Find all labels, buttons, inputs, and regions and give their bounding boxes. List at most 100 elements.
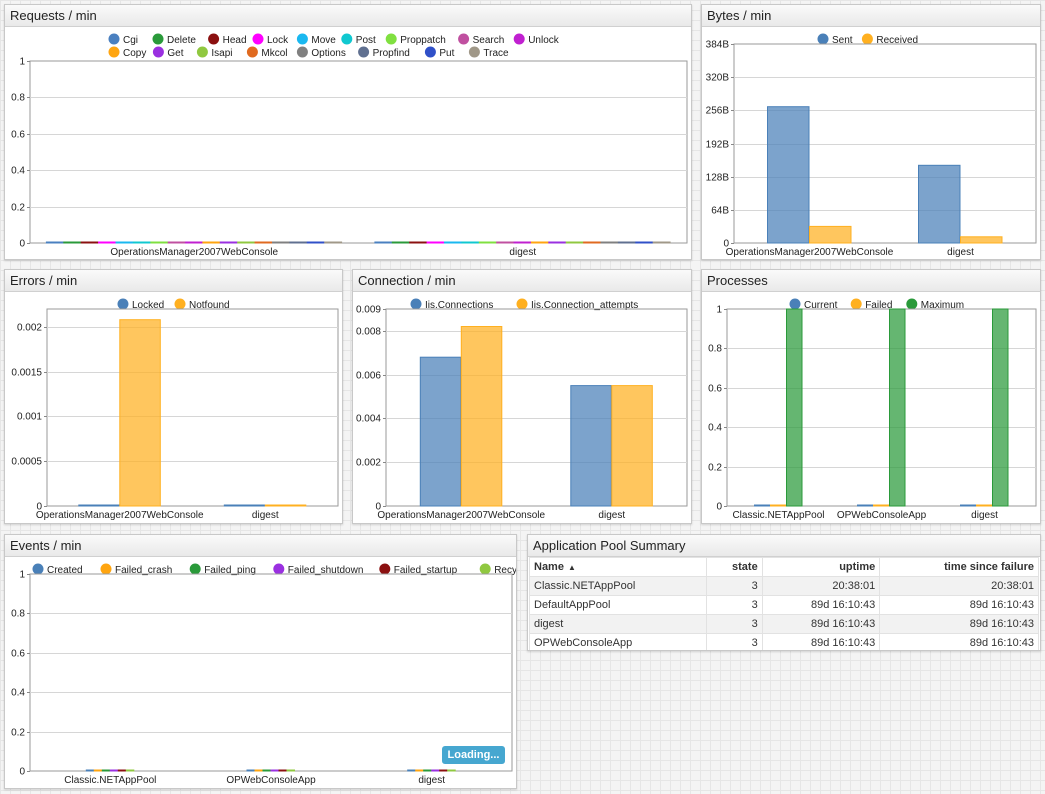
- column-header-name[interactable]: Name ▲: [528, 557, 708, 577]
- y-tick-label: 0.002: [356, 458, 381, 469]
- bar-failed-startup-opwebconsoleapp: [278, 769, 287, 772]
- legend-label-search: Search: [473, 35, 505, 46]
- legend-label-options: Options: [311, 48, 345, 59]
- bar-mkcol-digest: [583, 241, 601, 244]
- column-header-uptime[interactable]: uptime: [761, 557, 881, 577]
- bar-mkcol-operationsmanager2007webconsole: [254, 241, 273, 244]
- table-header-row: Name ▲ state uptime time since failure: [528, 557, 1039, 577]
- legend-item-put: Put: [424, 46, 455, 59]
- legend-label-trace: Trace: [483, 48, 509, 59]
- x-tick-label: digest: [418, 775, 445, 786]
- x-tick-label: digest: [971, 510, 998, 521]
- pool-name-cell: digest: [528, 614, 708, 634]
- x-tick-label: OperationsManager2007WebConsole: [377, 510, 545, 521]
- bar-failed-crash-opwebconsoleapp: [254, 769, 263, 772]
- bar-delete-digest: [391, 241, 410, 244]
- bar-notfound-operationsmanager2007webconsole: [119, 319, 161, 507]
- bar-failed-crash-classic-netapppool: [93, 769, 103, 772]
- legend-label-failed-shutdown: Failed_shutdown: [288, 565, 364, 576]
- legend-swatch-current: [789, 298, 801, 310]
- legend-item-recycled: Recycled: [479, 563, 516, 576]
- legend-label-cgi: Cgi: [123, 35, 138, 46]
- column-header-time-since-failure[interactable]: time since failure: [879, 557, 1039, 577]
- legend-item-lock: Lock: [252, 33, 289, 46]
- pool-uptime-cell: 89d 16:10:43: [761, 614, 881, 634]
- legend-label-lock: Lock: [267, 35, 289, 46]
- bar-lock-operationsmanager2007webconsole: [98, 241, 116, 244]
- legend-item-sent: Sent: [817, 33, 853, 46]
- bar-iis-connection-attempts-digest: [611, 385, 653, 507]
- bar-lock-digest: [426, 241, 445, 244]
- legend-swatch-isapi: [196, 46, 208, 58]
- bar-get-operationsmanager2007webconsole: [219, 241, 238, 244]
- bar-options-digest: [600, 241, 619, 244]
- x-tick-label: digest: [947, 247, 974, 258]
- bar-options-operationsmanager2007webconsole: [272, 241, 290, 244]
- legend-swatch-mkcol: [246, 46, 258, 58]
- bar-unlock-operationsmanager2007webconsole: [185, 241, 204, 244]
- legend-label-move: Move: [311, 35, 336, 46]
- legend-item-failed: Failed: [850, 298, 892, 311]
- y-tick-label: 0.002: [17, 323, 42, 334]
- pool-uptime-cell: 89d 16:10:43: [761, 633, 881, 650]
- pool-since-failure-cell: 89d 16:10:43: [879, 614, 1039, 634]
- legend-swatch-failed: [850, 298, 862, 310]
- table-row: DefaultAppPool 3 89d 16:10:43 89d 16:10:…: [528, 595, 1039, 615]
- x-tick-label: Classic.NETAppPool: [732, 510, 824, 521]
- bar-failed-crash-digest: [415, 769, 424, 772]
- bar-failed-ping-classic-netapppool: [101, 769, 111, 772]
- connection-title: Connection / min: [353, 270, 691, 292]
- bar-failed-opwebconsoleapp: [873, 504, 890, 507]
- processes-widget: Processes Current Failed Maximum 0 0.2 0.4 0.6…: [701, 269, 1041, 524]
- legend-item-move: Move: [296, 33, 336, 46]
- y-tick-label: 0.6: [11, 130, 25, 141]
- legend-swatch-iis-connection-attempts: [516, 298, 528, 310]
- legend-label-copy: Copy: [123, 48, 146, 59]
- legend-item-locked: Locked: [117, 298, 164, 311]
- y-tick-label: 0.6: [11, 649, 25, 660]
- legend-label-post: Post: [356, 35, 376, 46]
- bar-search-operationsmanager2007webconsole: [167, 241, 186, 244]
- bar-isapi-digest: [565, 241, 584, 244]
- bar-recycled-opwebconsoleapp: [286, 769, 295, 772]
- bar-recycled-classic-netapppool: [125, 769, 135, 772]
- legend-item-delete: Delete: [152, 33, 196, 46]
- legend-swatch-created: [32, 563, 44, 575]
- processes-title: Processes: [702, 270, 1040, 292]
- bar-failed-classic-netapppool: [770, 504, 787, 507]
- pool-summary-title: Application Pool Summary: [528, 535, 1040, 557]
- legend-label-created: Created: [47, 565, 83, 576]
- bar-copy-digest: [530, 241, 549, 244]
- legend-swatch-locked: [117, 298, 129, 310]
- events-widget: Events / min Created Failed_crash Failed_p…: [4, 534, 517, 789]
- legend-item-propfind: Propfind: [358, 46, 410, 59]
- pool-state-cell: 3: [706, 576, 763, 596]
- table-row: Classic.NETAppPool 3 20:38:01 20:38:01: [528, 576, 1039, 596]
- y-tick-label: 0.006: [356, 371, 381, 382]
- legend-label-proppatch: Proppatch: [400, 35, 446, 46]
- legend-item-isapi: Isapi: [196, 46, 233, 59]
- y-tick-label: 0.2: [11, 728, 25, 739]
- x-tick-label: OPWebConsoleApp: [226, 775, 316, 786]
- bar-isapi-operationsmanager2007webconsole: [237, 241, 256, 244]
- legend-swatch-propfind: [358, 46, 370, 58]
- column-header-name-label: Name: [534, 561, 564, 573]
- loading-button[interactable]: Loading...: [442, 746, 505, 764]
- x-tick-label: OperationsManager2007WebConsole: [726, 247, 894, 258]
- x-tick-label: OperationsManager2007WebConsole: [36, 510, 204, 521]
- column-header-state[interactable]: state: [706, 557, 763, 577]
- y-tick-label: 0.4: [11, 166, 25, 177]
- plot-area: [385, 308, 688, 507]
- pool-state-cell: 3: [706, 595, 763, 615]
- legend-item-received: Received: [861, 33, 918, 46]
- y-tick-label: 0.8: [11, 93, 25, 104]
- bar-failed-ping-digest: [423, 769, 432, 772]
- legend-swatch-received: [861, 33, 873, 45]
- bar-proppatch-digest: [478, 241, 497, 244]
- legend-swatch-post: [341, 33, 353, 45]
- legend-label-get: Get: [167, 48, 183, 59]
- pool-uptime-cell: 89d 16:10:43: [761, 595, 881, 615]
- legend-label-locked: Locked: [132, 300, 164, 311]
- y-tick-label: 0: [19, 239, 25, 250]
- connection-chart: Iis.Connections Iis.Connection_attempts 0 0…: [356, 298, 688, 521]
